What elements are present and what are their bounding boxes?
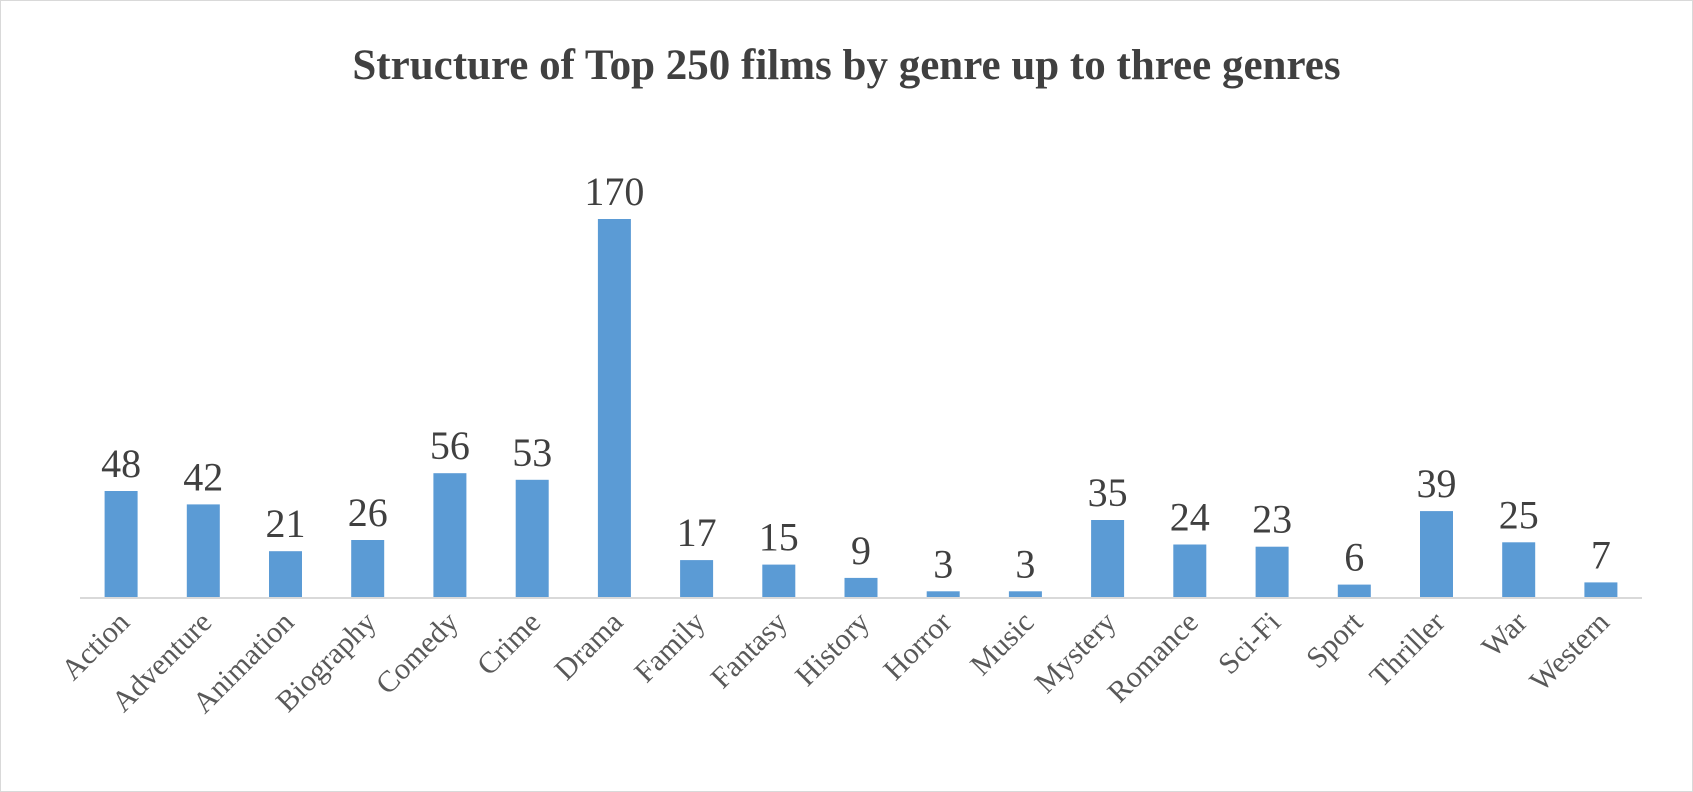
bar-action [104, 491, 138, 598]
bar-horror [926, 591, 960, 598]
category-label-fantasy: Fantasy [704, 606, 793, 695]
category-label-war: War [1476, 606, 1534, 664]
bar-mystery [1091, 520, 1125, 598]
data-label-drama: 170 [584, 169, 644, 214]
data-label-family: 17 [677, 510, 717, 555]
category-label-history: History [789, 606, 876, 693]
data-label-comedy: 56 [430, 423, 470, 468]
data-label-horror: 3 [933, 541, 953, 586]
bar-thriller [1420, 511, 1453, 598]
data-label-western: 7 [1591, 532, 1611, 577]
bars-group [104, 219, 1618, 598]
data-label-adventure: 42 [183, 454, 223, 499]
category-label-sci-fi: Sci-Fi [1212, 606, 1287, 681]
category-label-music: Music [964, 606, 1040, 682]
bar-western [1584, 582, 1618, 598]
bar-sport [1337, 584, 1371, 598]
bar-biography [351, 540, 385, 598]
bar-comedy [433, 473, 467, 598]
data-label-mystery: 35 [1088, 470, 1128, 515]
category-label-action: Action [55, 606, 136, 687]
category-label-family: Family [628, 606, 711, 689]
bar-war [1502, 542, 1536, 598]
data-label-music: 3 [1015, 541, 1035, 586]
data-label-action: 48 [101, 441, 141, 486]
bar-crime [515, 479, 549, 598]
data-label-romance: 24 [1170, 495, 1210, 540]
bar-family [680, 560, 714, 598]
data-label-thriller: 39 [1417, 461, 1457, 506]
bar-drama [597, 219, 631, 598]
category-label-horror: Horror [877, 606, 958, 687]
bar-music [1008, 591, 1042, 598]
category-label-western: Western [1524, 606, 1616, 698]
data-label-history: 9 [851, 528, 871, 573]
category-label-romance: Romance [1101, 606, 1204, 709]
bar-animation [269, 551, 302, 598]
category-label-drama: Drama [548, 606, 629, 687]
category-label-comedy: Comedy [370, 606, 465, 701]
data-label-fantasy: 15 [759, 515, 799, 560]
bar-fantasy [762, 564, 796, 598]
category-label-crime: Crime [471, 606, 547, 682]
data-label-biography: 26 [348, 490, 388, 535]
bar-romance [1173, 544, 1207, 598]
data-label-sci-fi: 23 [1252, 497, 1292, 542]
data-label-animation: 21 [266, 501, 306, 546]
chart-title: Structure of Top 250 films by genre up t… [352, 42, 1341, 89]
data-label-war: 25 [1499, 492, 1539, 537]
bar-sci-fi [1255, 546, 1289, 598]
data-label-crime: 53 [512, 430, 552, 475]
bar-adventure [186, 504, 220, 598]
data-label-sport: 6 [1344, 535, 1364, 580]
data-labels-group: 48 42 21 26 56 53 170 17 15 9 3 3 35 24 23 6 39 25 7 [101, 169, 1611, 586]
category-label-sport: Sport [1300, 605, 1370, 675]
bar-history [844, 577, 878, 598]
category-label-thriller: Thriller [1363, 606, 1451, 694]
